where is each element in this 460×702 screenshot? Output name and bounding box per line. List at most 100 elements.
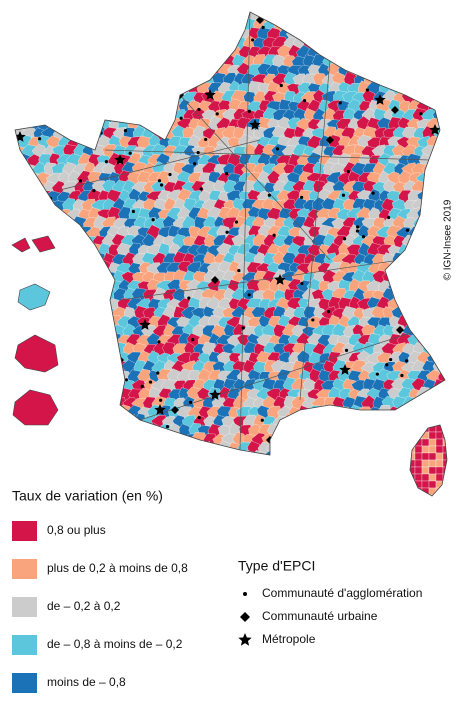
territory bbox=[378, 405, 392, 420]
territory bbox=[93, 55, 108, 70]
territory bbox=[46, 63, 64, 77]
territory bbox=[103, 449, 118, 455]
territory bbox=[435, 452, 444, 461]
epci-dot bbox=[196, 150, 200, 155]
mainland-map bbox=[15, 12, 445, 455]
territory bbox=[132, 18, 148, 33]
legend-symbol bbox=[243, 592, 247, 596]
territory bbox=[18, 315, 34, 329]
territory bbox=[42, 452, 57, 455]
territory bbox=[431, 54, 445, 69]
territory bbox=[142, 12, 159, 16]
territory bbox=[101, 378, 119, 394]
territory bbox=[393, 73, 409, 87]
territory bbox=[304, 12, 318, 15]
territory bbox=[21, 271, 39, 285]
territory bbox=[15, 271, 19, 288]
territory bbox=[92, 271, 108, 285]
territory bbox=[33, 254, 49, 268]
territory bbox=[436, 351, 445, 366]
territory bbox=[421, 431, 430, 440]
territory bbox=[406, 244, 423, 258]
territory bbox=[38, 99, 53, 114]
territory bbox=[73, 433, 88, 448]
territory bbox=[104, 414, 119, 429]
epci-dot bbox=[131, 209, 136, 214]
legend-symbol bbox=[240, 612, 250, 622]
territory bbox=[136, 12, 151, 23]
territory bbox=[163, 74, 179, 87]
epci-dot bbox=[385, 363, 389, 367]
epci-dot bbox=[251, 38, 255, 42]
corsica-outline bbox=[409, 424, 448, 497]
territory bbox=[317, 423, 334, 439]
epci-dot bbox=[415, 307, 420, 311]
territory bbox=[15, 91, 29, 106]
epci-dot bbox=[76, 416, 80, 420]
territory bbox=[15, 342, 17, 357]
territory bbox=[73, 270, 87, 286]
territory bbox=[186, 441, 204, 455]
territory bbox=[227, 28, 242, 42]
territory bbox=[46, 317, 63, 330]
territory bbox=[171, 449, 188, 455]
territory bbox=[133, 12, 149, 14]
territory bbox=[373, 19, 389, 34]
epci-dot bbox=[300, 281, 304, 286]
territory bbox=[56, 423, 73, 439]
territory bbox=[353, 35, 368, 51]
territory bbox=[153, 17, 169, 35]
territory bbox=[371, 53, 388, 70]
legend-label: 0,8 ou plus bbox=[47, 523, 106, 537]
territory bbox=[61, 73, 78, 87]
territory bbox=[202, 12, 217, 14]
territory bbox=[66, 297, 84, 312]
territory bbox=[37, 81, 52, 97]
territory bbox=[16, 369, 32, 384]
territory bbox=[438, 296, 445, 312]
territory bbox=[15, 143, 18, 160]
territory bbox=[32, 269, 47, 285]
legend-symbol bbox=[238, 633, 252, 646]
territory bbox=[373, 431, 389, 448]
territory bbox=[53, 289, 69, 303]
territory bbox=[212, 37, 229, 51]
epci-dot bbox=[424, 80, 428, 84]
territory bbox=[41, 108, 57, 123]
epci-dot bbox=[38, 137, 42, 141]
territory bbox=[192, 37, 208, 53]
territory bbox=[146, 28, 164, 42]
territory bbox=[183, 73, 198, 88]
territory bbox=[15, 306, 27, 321]
territory bbox=[414, 452, 423, 461]
territory bbox=[392, 450, 409, 455]
territory bbox=[112, 91, 127, 106]
epci-dot bbox=[361, 235, 366, 239]
territory bbox=[81, 305, 99, 323]
territory bbox=[15, 215, 28, 231]
territory bbox=[103, 342, 119, 356]
territory bbox=[414, 459, 423, 468]
territory bbox=[406, 404, 423, 420]
territory bbox=[38, 316, 53, 330]
territory bbox=[176, 12, 192, 24]
territory bbox=[158, 62, 174, 79]
territory bbox=[418, 242, 433, 259]
epci-dot bbox=[419, 112, 423, 116]
territory bbox=[322, 35, 339, 53]
territory bbox=[98, 62, 114, 78]
territory bbox=[91, 325, 108, 340]
epci-star bbox=[339, 364, 351, 375]
territory bbox=[383, 35, 398, 51]
territory bbox=[102, 360, 117, 375]
territory bbox=[381, 19, 397, 33]
territory bbox=[357, 423, 372, 438]
territory bbox=[436, 153, 445, 170]
territory bbox=[43, 73, 59, 86]
territory bbox=[435, 431, 444, 440]
territory bbox=[56, 12, 73, 24]
territory bbox=[206, 46, 224, 60]
territory bbox=[421, 480, 430, 489]
territory bbox=[97, 441, 113, 455]
territory bbox=[63, 233, 79, 251]
